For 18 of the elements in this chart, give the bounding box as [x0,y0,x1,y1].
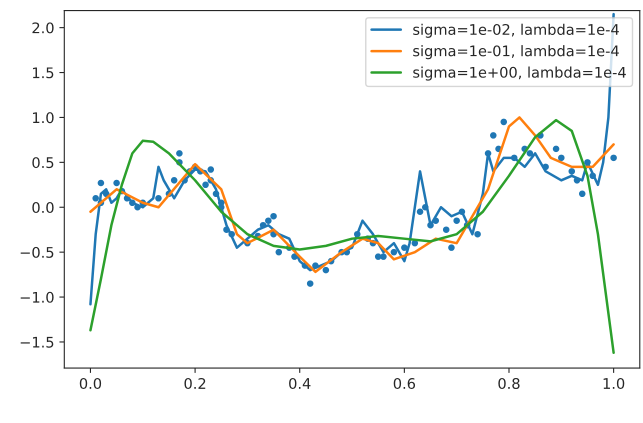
y-tick-label: 1.5 [32,67,54,78]
x-tick-label: 0.8 [498,378,520,390]
y-tick-label: 2.0 [32,22,54,34]
y-tick-label: −1.5 [20,336,54,348]
x-tick-label: 1.0 [604,378,624,390]
legend-label: sigma=1e+00, lambda=1e-4 [413,66,626,81]
y-tick-label: 0.5 [32,157,54,168]
x-tick-label: 0.4 [289,378,311,390]
legend-label: sigma=1e-01, lambda=1e-4 [413,45,619,60]
line-series [89,118,615,354]
x-tick-label: 0.6 [394,378,416,390]
y-tick-label: 0.0 [32,202,54,213]
y-tick-label: 1.0 [32,112,54,124]
x-tick-label: 0.2 [184,378,206,390]
x-tick-label: 0.0 [80,378,102,390]
legend-label: sigma=1e-02, lambda=1e-4 [413,24,619,38]
y-tick-label: −0.5 [20,246,54,258]
y-tick-label: −1.0 [20,292,54,303]
